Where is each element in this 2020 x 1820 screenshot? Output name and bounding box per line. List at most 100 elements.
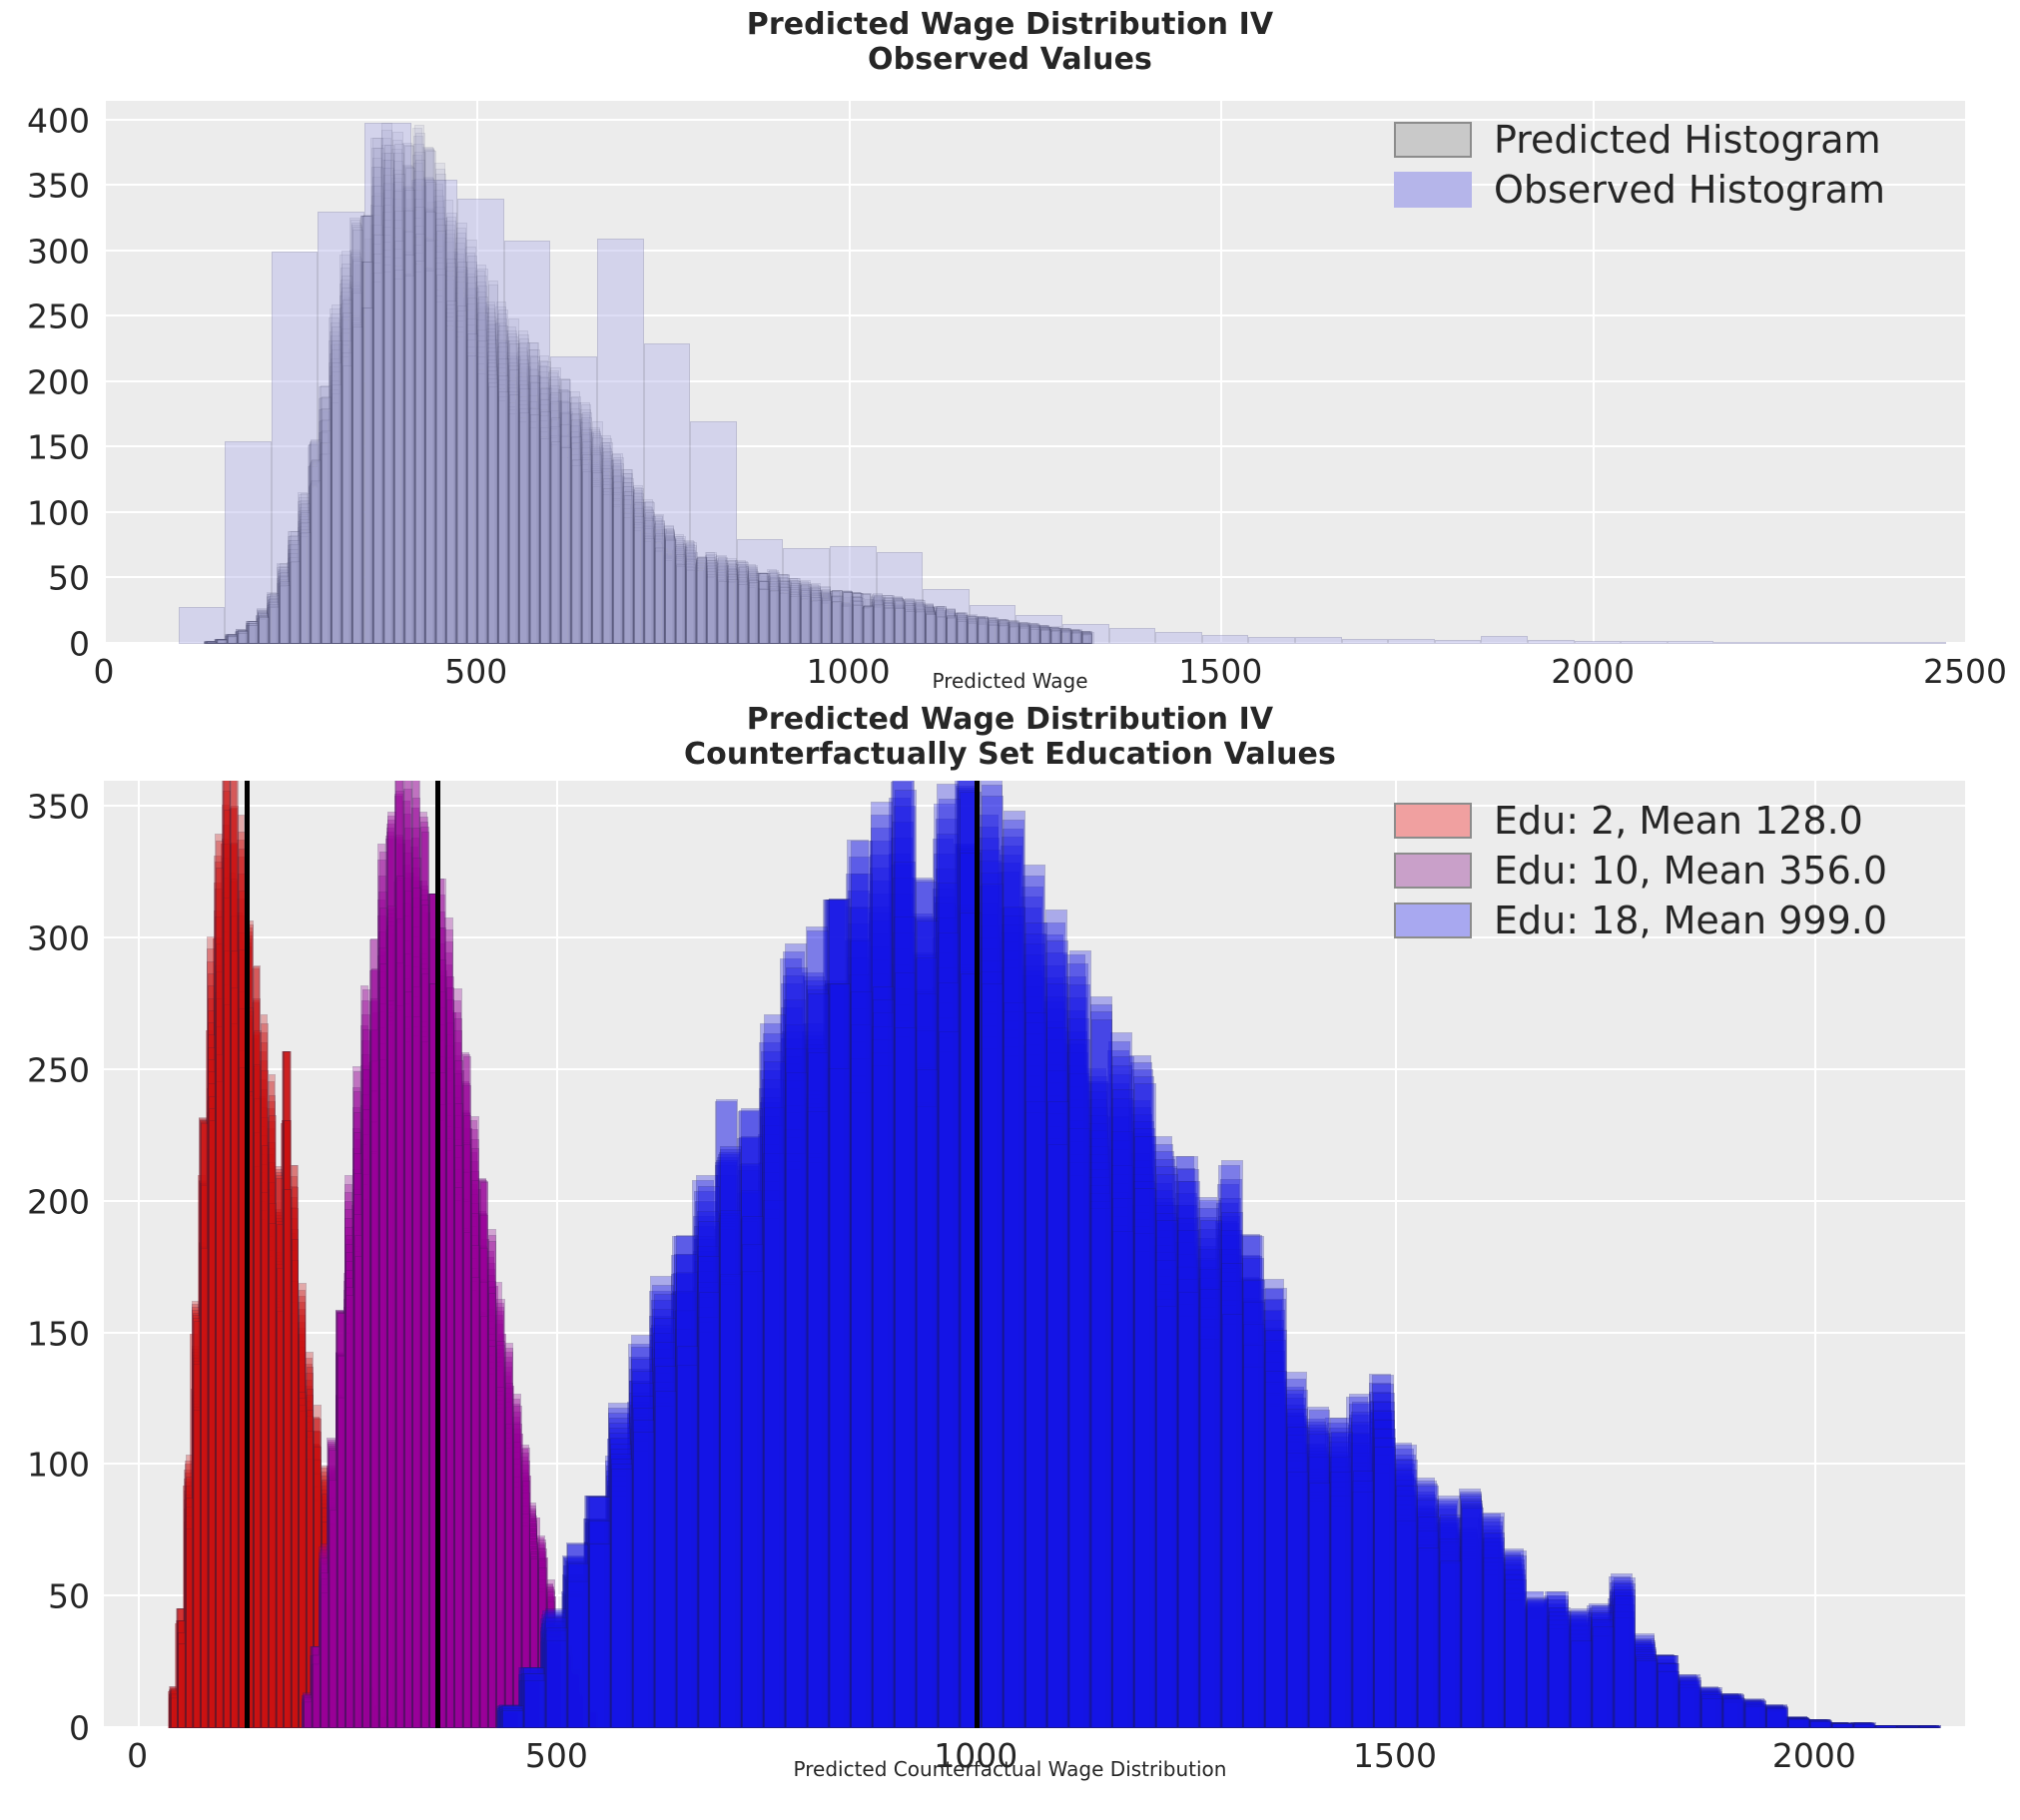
histogram-bar bbox=[686, 545, 697, 644]
histogram-bar bbox=[985, 624, 997, 644]
histogram-bar bbox=[614, 476, 625, 644]
histogram-bar bbox=[568, 402, 579, 644]
histogram-bar bbox=[214, 639, 226, 644]
histogram-bar bbox=[456, 261, 468, 644]
plot-area-observed bbox=[104, 101, 1965, 644]
histogram-bar bbox=[703, 571, 715, 644]
histogram-bar bbox=[318, 432, 330, 644]
y-tick-label: 0 bbox=[69, 624, 90, 664]
histogram-bar bbox=[766, 586, 778, 644]
histogram-bar bbox=[787, 588, 798, 644]
histogram-bar bbox=[1040, 629, 1051, 644]
histogram-bar bbox=[537, 414, 548, 644]
legend-item[interactable]: Observed Histogram bbox=[1394, 168, 1885, 212]
histogram-bar bbox=[865, 599, 876, 644]
histogram-bar bbox=[369, 224, 381, 644]
panel-counterfactual-title-line2: Counterfactually Set Education Values bbox=[684, 736, 1336, 772]
histogram-bar bbox=[464, 336, 475, 644]
histogram-bar bbox=[412, 888, 421, 1728]
histogram-bar bbox=[1806, 642, 1854, 644]
histogram-bar bbox=[432, 234, 444, 644]
histogram-bar bbox=[550, 441, 562, 644]
histogram-bar bbox=[651, 531, 663, 644]
histogram-bar bbox=[453, 303, 464, 644]
histogram-bar bbox=[704, 568, 715, 644]
histogram-bar bbox=[250, 623, 261, 644]
histogram-bar bbox=[443, 200, 454, 644]
histogram-bar bbox=[1016, 626, 1027, 644]
y-tick-label: 300 bbox=[27, 232, 90, 272]
histogram-bar bbox=[802, 587, 813, 644]
histogram-bar bbox=[256, 614, 267, 644]
histogram-bar bbox=[488, 285, 499, 644]
histogram-bar bbox=[766, 582, 778, 644]
histogram-bar bbox=[301, 531, 312, 644]
histogram-bar bbox=[503, 241, 551, 644]
histogram-bar bbox=[495, 322, 506, 644]
histogram-bar bbox=[938, 609, 949, 644]
histogram-bar bbox=[291, 1239, 300, 1728]
histogram-bar bbox=[708, 562, 719, 644]
histogram-bar bbox=[329, 339, 339, 644]
histogram-bar bbox=[875, 599, 886, 644]
histogram-bar bbox=[530, 375, 542, 644]
histogram-bar bbox=[228, 636, 239, 644]
histogram-bar bbox=[349, 249, 360, 644]
histogram-bar bbox=[850, 596, 861, 644]
histogram-bar bbox=[999, 620, 1010, 644]
histogram-bar bbox=[780, 587, 791, 644]
histogram-bar bbox=[589, 427, 600, 644]
y-tick-label: 100 bbox=[27, 493, 90, 533]
histogram-bar bbox=[662, 550, 673, 644]
histogram-bar bbox=[818, 593, 830, 644]
histogram-bar bbox=[933, 608, 945, 644]
histogram-bar bbox=[969, 617, 980, 644]
legend-label: Observed Histogram bbox=[1494, 168, 1886, 212]
histogram-bar bbox=[978, 618, 990, 644]
histogram-bar bbox=[812, 590, 824, 644]
histogram-bar bbox=[529, 355, 541, 644]
histogram-bar bbox=[321, 1571, 330, 1728]
histogram-bar bbox=[462, 1115, 472, 1728]
histogram-bar bbox=[745, 586, 757, 644]
histogram-bar bbox=[620, 499, 632, 644]
histogram-bar bbox=[766, 569, 778, 644]
histogram-bar bbox=[370, 205, 381, 644]
histogram-bar bbox=[760, 575, 772, 644]
histogram-bar bbox=[756, 572, 767, 644]
histogram-bar bbox=[1010, 623, 1021, 644]
histogram-bar bbox=[833, 595, 845, 644]
histogram-bar bbox=[912, 609, 924, 644]
histogram-bar bbox=[508, 393, 520, 644]
histogram-bar bbox=[1000, 621, 1011, 644]
histogram-bar bbox=[583, 431, 594, 644]
gridline-vertical bbox=[1220, 101, 1223, 644]
histogram-bar bbox=[1031, 625, 1042, 644]
histogram-bar bbox=[520, 366, 531, 644]
histogram-bar bbox=[863, 605, 875, 644]
histogram-bar bbox=[1072, 630, 1084, 644]
histogram-bar bbox=[665, 540, 676, 644]
histogram-bar bbox=[842, 592, 854, 644]
legend-item[interactable]: Predicted Histogram bbox=[1394, 118, 1885, 162]
histogram-bar bbox=[1015, 615, 1062, 644]
histogram-bar bbox=[225, 636, 236, 644]
histogram-bar bbox=[541, 387, 552, 644]
histogram-bar bbox=[624, 489, 636, 644]
histogram-bar bbox=[623, 495, 635, 644]
histogram-bar bbox=[235, 629, 246, 644]
histogram-bar bbox=[739, 570, 751, 644]
histogram-bar bbox=[287, 557, 299, 644]
histogram-bar bbox=[718, 565, 730, 644]
panel-observed-title-line1: Predicted Wage Distribution IV bbox=[746, 7, 1274, 42]
histogram-bar bbox=[256, 615, 267, 644]
histogram-bar bbox=[787, 591, 799, 644]
histogram-bar bbox=[224, 634, 236, 644]
histogram-bar bbox=[589, 443, 600, 644]
histogram-bar bbox=[808, 597, 819, 644]
histogram-bar bbox=[323, 410, 334, 644]
legend-observed[interactable]: Predicted Histogram Observed Histogram bbox=[1394, 118, 1885, 212]
histogram-bar bbox=[484, 301, 496, 644]
histogram-bar bbox=[736, 539, 784, 644]
histogram-bar bbox=[578, 419, 590, 644]
